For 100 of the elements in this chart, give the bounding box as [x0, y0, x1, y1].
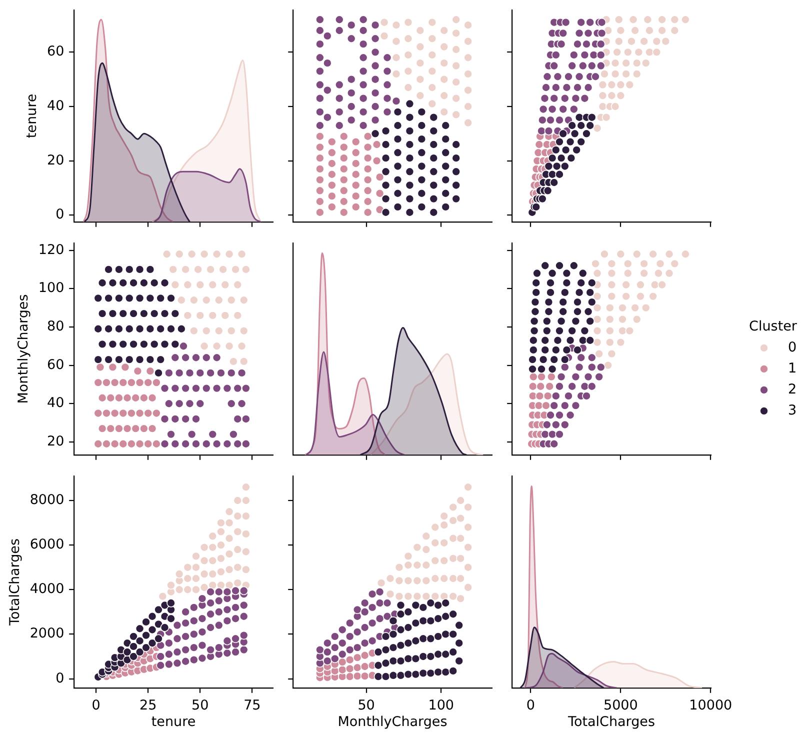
- point: [118, 278, 128, 288]
- point: [452, 140, 460, 149]
- point: [202, 353, 211, 362]
- point: [146, 265, 155, 274]
- point: [150, 340, 159, 349]
- point: [429, 140, 438, 149]
- point: [555, 326, 564, 336]
- point: [346, 74, 356, 84]
- point: [351, 192, 360, 200]
- point: [552, 420, 560, 430]
- point: [375, 172, 384, 182]
- point: [352, 643, 362, 652]
- point: [181, 384, 190, 393]
- point: [441, 148, 450, 158]
- point: [538, 355, 548, 364]
- point: [632, 314, 642, 324]
- y-axis-title: TotalCharges: [7, 538, 24, 627]
- point: [185, 399, 194, 408]
- point: [464, 522, 472, 532]
- point: [555, 170, 564, 179]
- point: [543, 392, 552, 400]
- point: [612, 48, 622, 57]
- point: [428, 83, 437, 92]
- point: [417, 175, 426, 184]
- y-tick-label: 2000: [30, 626, 64, 642]
- point: [622, 292, 630, 301]
- point: [547, 372, 556, 382]
- point: [127, 378, 136, 387]
- legend-label: 0: [788, 339, 797, 356]
- point: [405, 140, 414, 149]
- point: [106, 393, 116, 402]
- point: [328, 192, 336, 200]
- point: [393, 108, 402, 116]
- point: [464, 36, 472, 46]
- point: [166, 580, 176, 590]
- point: [316, 164, 324, 174]
- point: [360, 623, 370, 632]
- point: [560, 162, 570, 171]
- point: [681, 250, 690, 259]
- point: [120, 362, 130, 372]
- point: [544, 298, 554, 306]
- point: [441, 134, 450, 144]
- point: [133, 366, 142, 376]
- point: [110, 408, 120, 418]
- point: [370, 20, 380, 30]
- point: [388, 671, 398, 680]
- point: [464, 118, 472, 128]
- point: [393, 188, 402, 198]
- x-axis-title: TotalCharges: [566, 714, 656, 730]
- point: [558, 307, 568, 316]
- point: [162, 250, 172, 259]
- point: [174, 399, 184, 408]
- point: [405, 99, 414, 108]
- point: [140, 278, 148, 288]
- point: [345, 618, 354, 628]
- point: [622, 58, 630, 68]
- point: [441, 202, 450, 212]
- point: [412, 542, 422, 552]
- x-tick-label: 50: [192, 697, 209, 714]
- point: [224, 518, 234, 528]
- point: [576, 353, 586, 362]
- point: [233, 545, 242, 554]
- point: [122, 648, 132, 656]
- point: [212, 342, 222, 351]
- point: [339, 175, 348, 184]
- point: [405, 194, 414, 204]
- point: [388, 656, 398, 666]
- point: [338, 638, 347, 648]
- point: [576, 278, 586, 288]
- point: [214, 326, 224, 336]
- point: [412, 592, 422, 601]
- x-tick-label: 0: [92, 697, 100, 714]
- point: [404, 50, 413, 60]
- point: [545, 382, 554, 391]
- point: [582, 129, 591, 138]
- point: [114, 294, 124, 303]
- point: [208, 311, 218, 320]
- x-tick-label: 10000: [689, 697, 732, 714]
- point: [441, 650, 450, 659]
- point: [124, 355, 134, 364]
- point: [404, 638, 413, 648]
- y-tick-label: 40: [47, 98, 64, 114]
- point: [110, 439, 120, 448]
- y-tick-label: 60: [47, 356, 64, 373]
- point: [229, 430, 238, 439]
- point: [94, 324, 103, 334]
- point: [214, 296, 224, 305]
- point: [382, 108, 392, 116]
- x-tick-label: 50: [358, 697, 375, 714]
- point: [616, 26, 626, 35]
- point: [623, 268, 632, 278]
- point: [351, 137, 360, 146]
- point: [618, 303, 627, 312]
- point: [98, 278, 107, 288]
- point: [233, 578, 242, 588]
- point: [412, 560, 422, 570]
- point: [135, 648, 144, 656]
- point: [346, 20, 356, 30]
- point: [98, 340, 107, 349]
- point: [396, 625, 406, 634]
